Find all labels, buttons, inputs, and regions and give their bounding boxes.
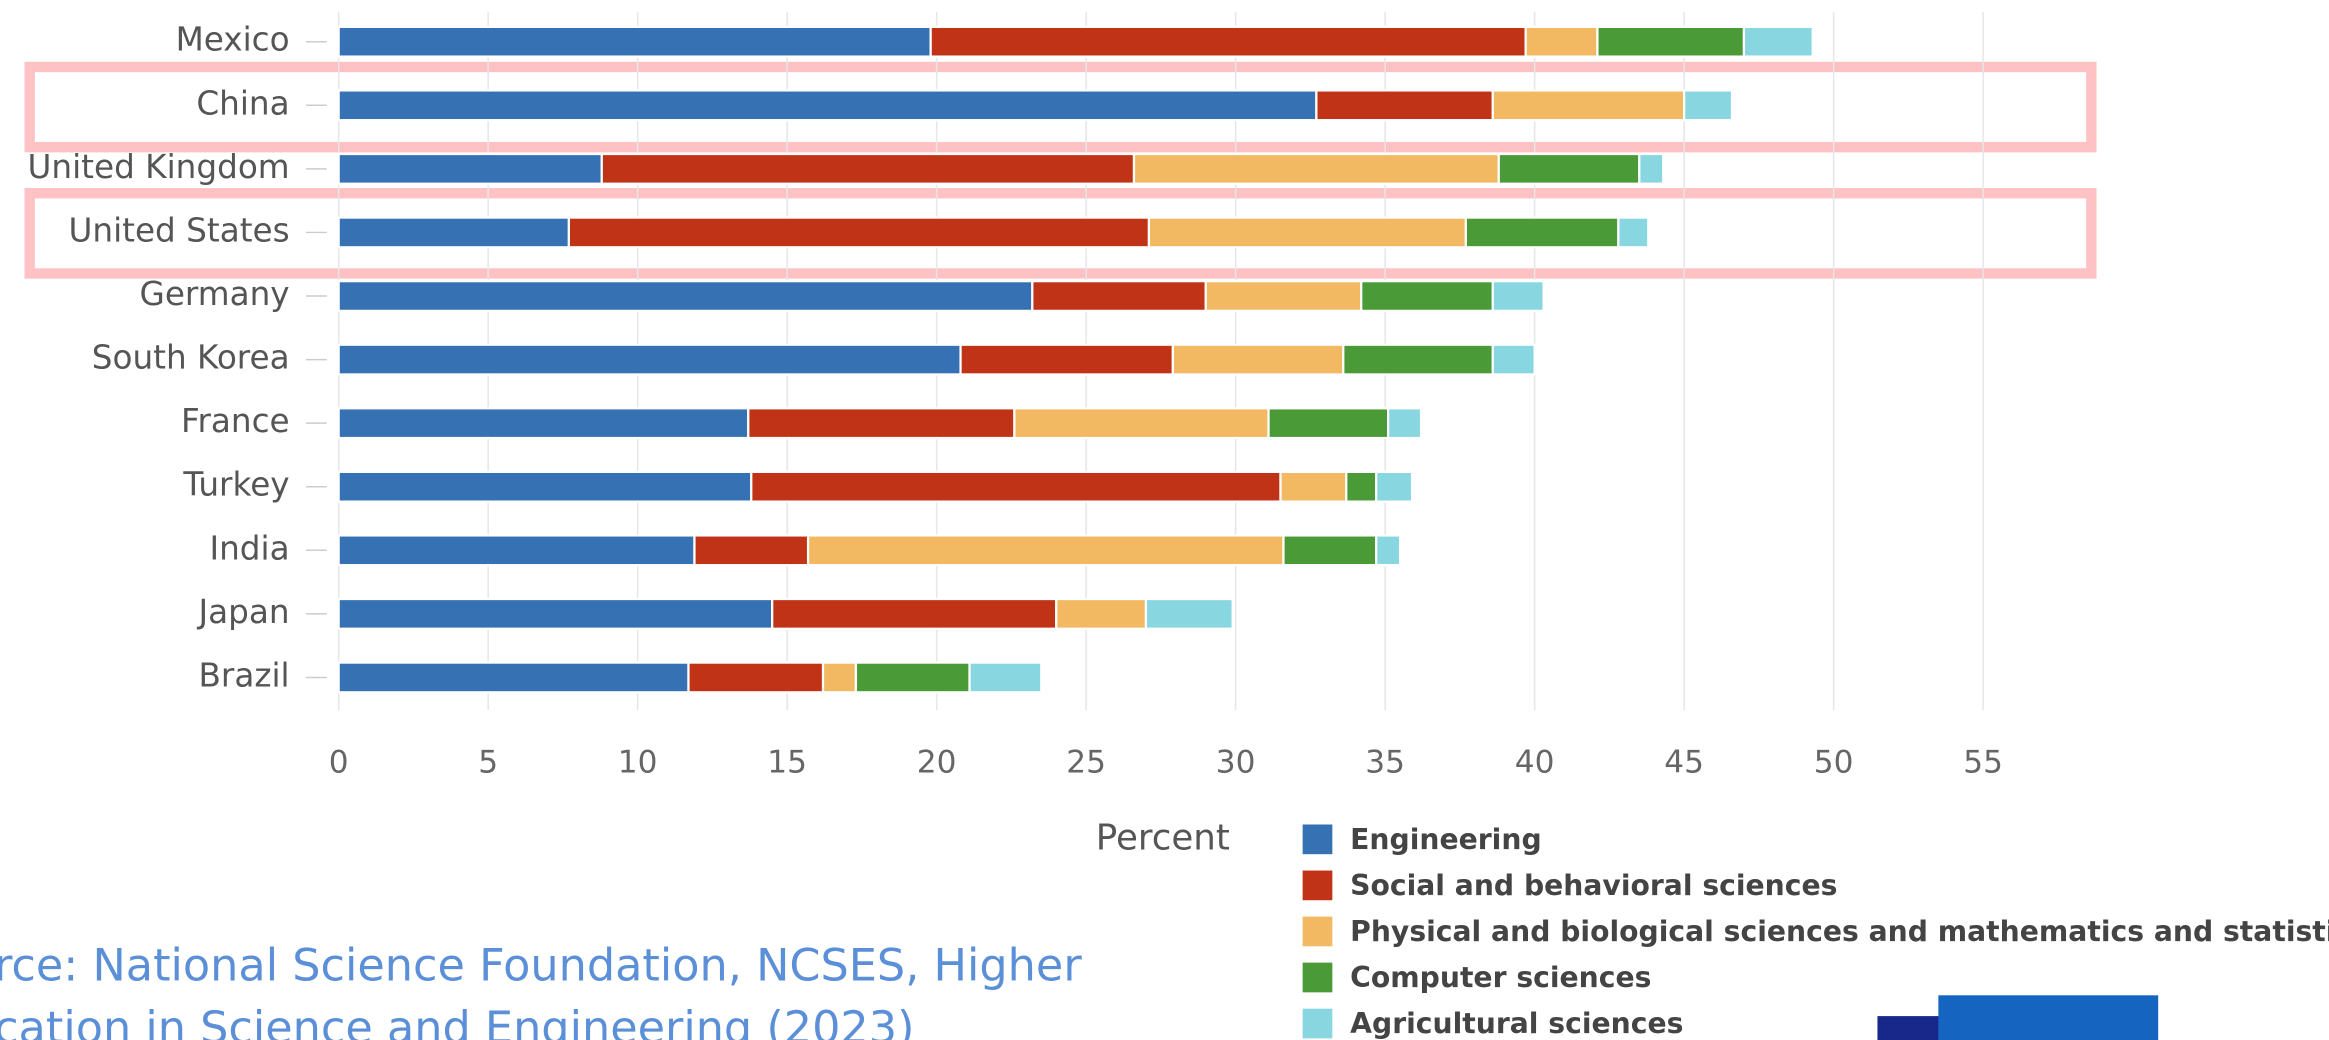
y-tick-label: China bbox=[196, 84, 289, 122]
bar-segment bbox=[1491, 89, 1686, 122]
bar-segment bbox=[1464, 216, 1620, 249]
highlight-box bbox=[24, 188, 2097, 279]
bar-segment bbox=[687, 661, 825, 694]
bar-segment bbox=[929, 25, 1527, 58]
bar-segment bbox=[337, 152, 603, 185]
x-tick-label: 50 bbox=[1814, 745, 1854, 781]
bar-segment bbox=[1345, 470, 1378, 503]
bar-segment bbox=[1315, 89, 1494, 122]
highlight-box bbox=[24, 61, 2097, 153]
bar-segment bbox=[771, 597, 1058, 630]
bar-segment bbox=[1491, 280, 1545, 312]
bar-segment bbox=[1387, 407, 1423, 440]
bar-segment bbox=[600, 152, 1136, 185]
bar-segment bbox=[337, 534, 696, 567]
y-tick-label: United States bbox=[68, 211, 289, 249]
bar-segment bbox=[968, 661, 1043, 694]
legend-swatch bbox=[1302, 824, 1333, 855]
x-tick-label: 25 bbox=[1066, 745, 1106, 781]
bar-segment bbox=[1617, 216, 1650, 249]
bar-segment bbox=[1375, 534, 1402, 567]
x-tick-label: 40 bbox=[1515, 745, 1555, 781]
bar-segment bbox=[567, 216, 1151, 249]
bar-segment bbox=[821, 661, 858, 694]
legend-swatch bbox=[1302, 1008, 1333, 1039]
bar-segment bbox=[1144, 597, 1234, 630]
x-axis-label: Percent bbox=[1096, 818, 1230, 859]
bar-segment bbox=[1497, 152, 1641, 185]
legend-swatch bbox=[1302, 870, 1333, 901]
bar-segment bbox=[337, 343, 962, 376]
bar-segment bbox=[1491, 343, 1536, 376]
logo-shape bbox=[1938, 995, 2159, 1040]
bar-segment bbox=[1375, 470, 1414, 503]
bar-segment bbox=[1742, 25, 1814, 58]
bar-segment bbox=[1267, 407, 1390, 440]
bar-segment bbox=[1360, 280, 1494, 312]
bar-segment bbox=[1055, 597, 1148, 630]
bar-segment bbox=[1204, 280, 1363, 312]
bar-segment bbox=[1031, 280, 1207, 312]
x-tick-label: 20 bbox=[917, 745, 957, 781]
y-tick-label: South Korea bbox=[92, 339, 290, 377]
bar-segment bbox=[337, 280, 1034, 312]
legend-label: Computer sciences bbox=[1350, 961, 1651, 994]
bar-segment bbox=[1638, 152, 1665, 185]
bar-segment bbox=[806, 534, 1285, 567]
legend-swatch bbox=[1302, 962, 1333, 993]
x-tick-label: 30 bbox=[1216, 745, 1256, 781]
x-tick-label: 10 bbox=[618, 745, 658, 781]
bar-segment bbox=[1524, 25, 1599, 58]
bar-segment bbox=[747, 407, 1016, 440]
y-tick-label: Turkey bbox=[182, 466, 289, 504]
y-tick-label: United Kingdom bbox=[28, 148, 290, 186]
x-tick-label: 45 bbox=[1664, 745, 1704, 781]
bar-segment bbox=[337, 597, 774, 630]
x-tick-label: 55 bbox=[1963, 745, 2003, 781]
bar-segment bbox=[337, 661, 690, 694]
bar-segment bbox=[1683, 89, 1734, 122]
legend-label: Social and behavioral sciences bbox=[1350, 869, 1837, 902]
bar-segment bbox=[1282, 534, 1378, 567]
bar-segment bbox=[750, 470, 1282, 503]
source-line: rce: National Science Foundation, NCSES,… bbox=[0, 939, 1082, 991]
bar-segment bbox=[1013, 407, 1270, 440]
legend-swatch bbox=[1302, 916, 1333, 947]
bar-segment bbox=[337, 25, 932, 58]
x-tick-label: 35 bbox=[1365, 745, 1405, 781]
bar-segment bbox=[1132, 152, 1500, 185]
bar-segment bbox=[1147, 216, 1467, 249]
x-tick-label: 5 bbox=[478, 745, 498, 781]
bar-segment bbox=[854, 661, 971, 694]
bar-segment bbox=[1342, 343, 1494, 376]
bar-segment bbox=[959, 343, 1174, 376]
bar-segment bbox=[1596, 25, 1746, 58]
bar-segment bbox=[337, 89, 1318, 122]
legend-label: Physical and biological sciences and mat… bbox=[1350, 915, 2329, 948]
source-line: cation in Science and Engineering (2023) bbox=[0, 1002, 914, 1040]
y-tick-label: Brazil bbox=[198, 656, 289, 694]
bar-segment bbox=[337, 407, 750, 440]
y-tick-label: Japan bbox=[197, 593, 290, 631]
y-tick-label: Germany bbox=[140, 275, 290, 313]
y-tick-label: Mexico bbox=[176, 21, 290, 59]
y-tick-label: France bbox=[181, 402, 290, 440]
bar-segment bbox=[337, 216, 570, 249]
legend-label: Engineering bbox=[1350, 823, 1541, 856]
x-tick-label: 15 bbox=[767, 745, 807, 781]
legend-label: Agricultural sciences bbox=[1350, 1007, 1683, 1040]
bar-segment bbox=[1171, 343, 1345, 376]
logo-shape bbox=[1877, 1016, 1940, 1040]
bar-segment bbox=[1279, 470, 1348, 503]
bar-segment bbox=[693, 534, 810, 567]
y-tick-label: India bbox=[209, 529, 289, 567]
bar-segment bbox=[337, 470, 753, 503]
x-tick-label: 0 bbox=[329, 745, 349, 781]
